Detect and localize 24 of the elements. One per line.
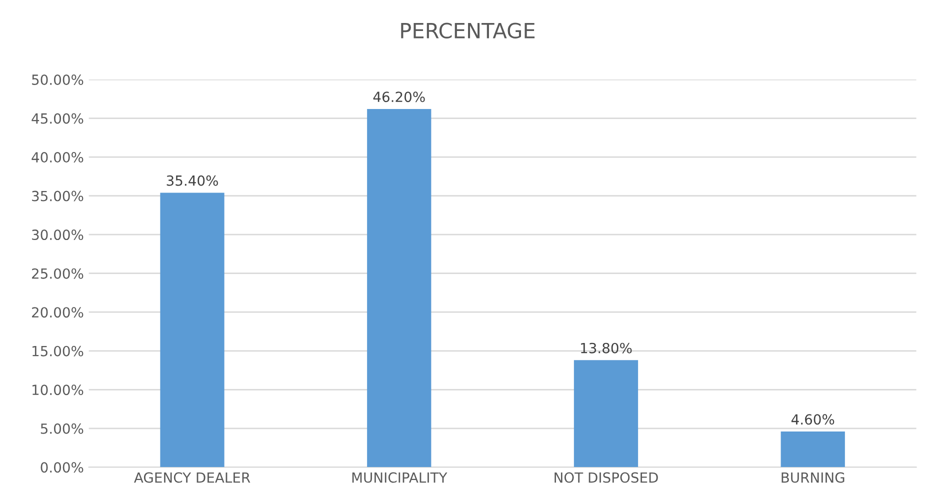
bar — [367, 108, 432, 468]
chart-title: PERCENTAGE — [401, 22, 535, 38]
data-label: 46.20% — [373, 92, 425, 102]
y-tick-label: 15.00% — [32, 346, 84, 356]
data-label: 13.80% — [581, 342, 632, 354]
x-tick-label: MUNICIPALITY — [352, 472, 448, 483]
data-label: 35.40% — [166, 175, 218, 186]
y-tick-label: 35.00% — [32, 190, 84, 202]
y-tick-label: 0.00% — [40, 462, 84, 473]
x-tick-label: BURNING — [782, 472, 844, 483]
x-tick-label: AGENCY DEALER — [134, 472, 250, 483]
bar — [160, 192, 224, 468]
y-tick-label: 10.00% — [32, 384, 84, 396]
y-tick-label: 5.00% — [40, 423, 84, 434]
bar — [574, 360, 638, 468]
y-tick-label: 45.00% — [32, 113, 84, 124]
y-tick-label: 25.00% — [32, 268, 84, 279]
y-tick-label: 30.00% — [32, 230, 84, 240]
data-label: 4.60% — [791, 414, 834, 425]
y-tick-label: 20.00% — [32, 307, 84, 318]
x-tick-label: NOT DISPOSED — [554, 472, 658, 483]
y-tick-label: 50.00% — [32, 74, 84, 85]
bar — [780, 432, 845, 468]
y-tick-label: 40.00% — [32, 152, 84, 163]
